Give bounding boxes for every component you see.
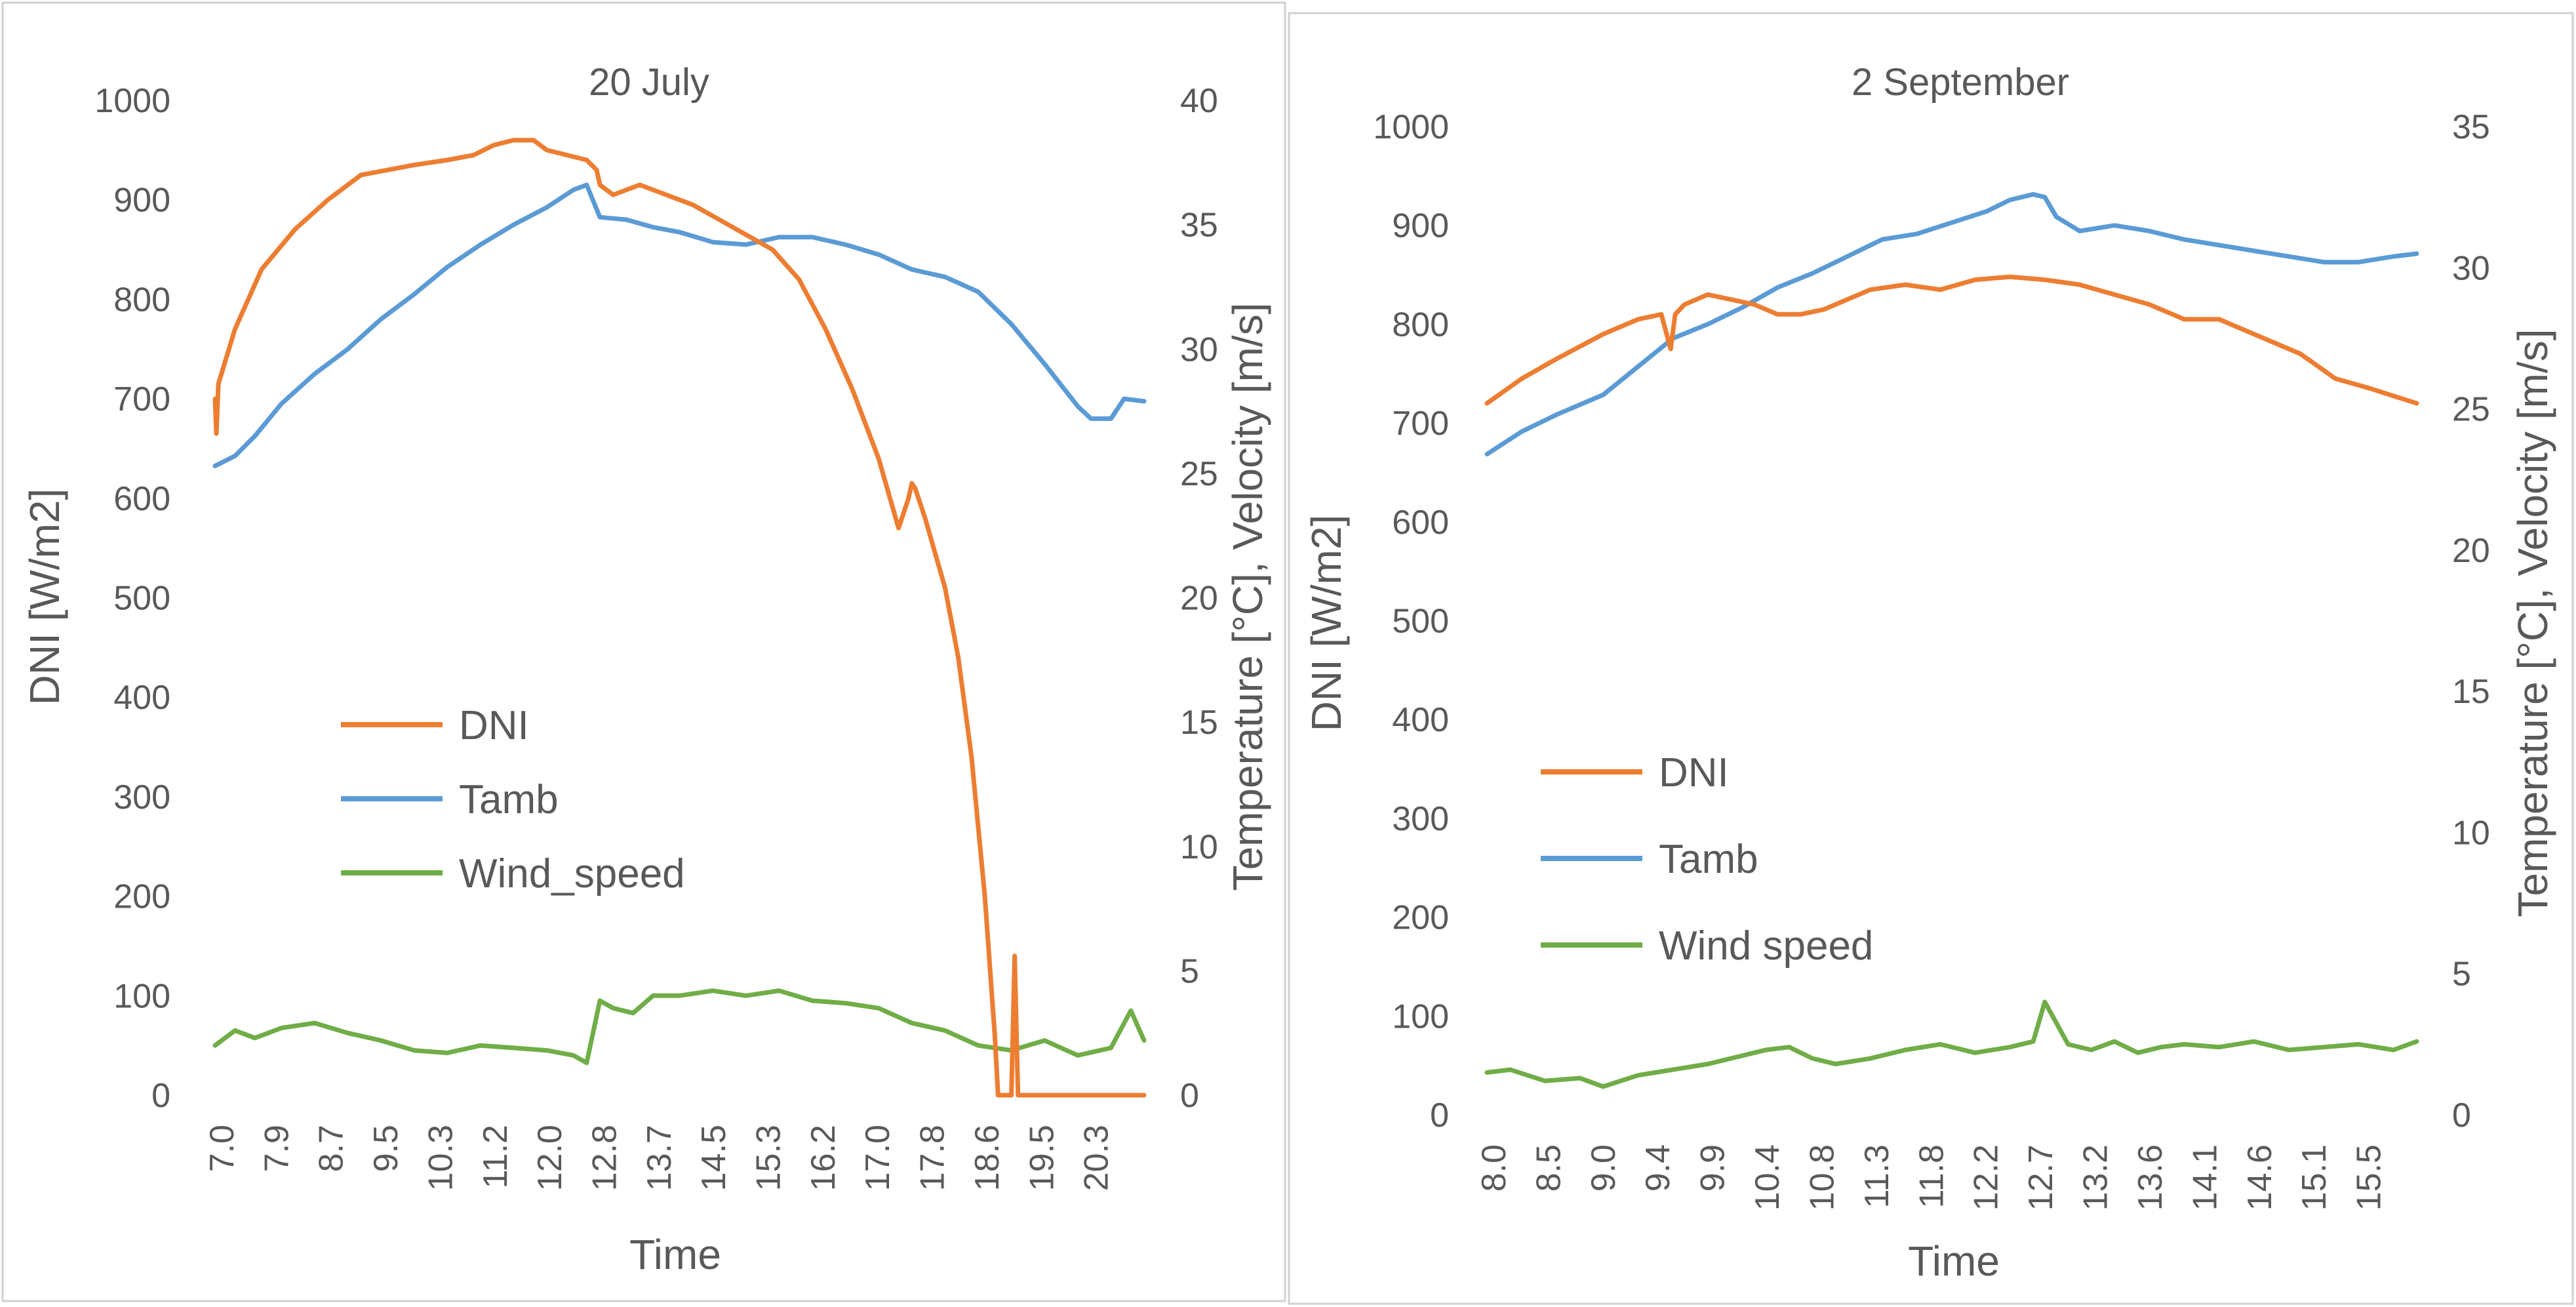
x-tick-label: 8.5 xyxy=(1530,1144,1568,1192)
y-left-tick-label: 400 xyxy=(1392,701,1449,739)
y-left-tick-label: 1000 xyxy=(1373,108,1449,146)
chart-title: 2 September xyxy=(1852,61,2069,104)
y-left-tick-label: 1000 xyxy=(94,82,170,120)
y-left-tick-label: 500 xyxy=(113,580,170,618)
legend-label-dni: DNI xyxy=(459,703,529,748)
y-left-tick-label: 100 xyxy=(1392,997,1449,1036)
x-tick-label: 8.0 xyxy=(1475,1144,1513,1192)
y-right-tick-label: 10 xyxy=(1180,828,1218,866)
y-right-tick-label: 35 xyxy=(1180,207,1218,245)
x-tick-label: 13.7 xyxy=(641,1125,679,1191)
y-left-tick-label: 900 xyxy=(113,182,170,220)
y-left-tick-label: 300 xyxy=(1392,800,1449,838)
y-left-tick-label: 800 xyxy=(1392,306,1449,344)
y-left-tick-label: 700 xyxy=(1392,405,1449,443)
y-right-tick-label: 20 xyxy=(1180,580,1218,618)
y-left-axis-title: DNI [W/m2] xyxy=(1303,515,1350,732)
series-line-dni xyxy=(1484,274,2419,406)
y-left-tick-label: 500 xyxy=(1392,603,1449,641)
panel-frame-right xyxy=(1288,12,2574,1305)
x-tick-label: 8.7 xyxy=(313,1125,351,1172)
x-tick-label: 7.0 xyxy=(203,1125,241,1172)
y-right-tick-label: 30 xyxy=(1180,331,1218,369)
x-tick-label: 10.4 xyxy=(1749,1144,1787,1211)
series-line-tamb xyxy=(212,182,1147,468)
series-line-dni xyxy=(212,138,1147,1098)
y-left-tick-label: 300 xyxy=(113,778,170,816)
x-tick-label: 11.2 xyxy=(477,1125,515,1188)
y-right-tick-label: 15 xyxy=(1180,704,1218,742)
y-right-tick-label: 35 xyxy=(2452,108,2490,146)
x-tick-label: 14.5 xyxy=(695,1125,733,1191)
x-tick-label: 16.2 xyxy=(804,1125,842,1191)
x-tick-label: 13.6 xyxy=(2131,1144,2170,1211)
x-tick-label: 19.5 xyxy=(1023,1125,1061,1191)
x-tick-label: 9.4 xyxy=(1639,1144,1677,1192)
x-axis-title: Time xyxy=(629,1231,721,1278)
legend-label-tamb: Tamb xyxy=(1659,837,1758,882)
y-left-tick-label: 200 xyxy=(1392,899,1449,937)
legend-label-wind-speed: Wind_speed xyxy=(459,851,685,896)
x-tick-label: 12.8 xyxy=(585,1125,624,1191)
y-right-tick-label: 0 xyxy=(2452,1096,2471,1135)
y-left-tick-label: 900 xyxy=(1392,207,1449,245)
x-tick-label: 18.6 xyxy=(968,1125,1006,1191)
legend-label-dni: DNI xyxy=(1659,750,1729,795)
y-left-tick-label: 600 xyxy=(1392,504,1449,542)
y-right-tick-label: 40 xyxy=(1180,82,1218,120)
x-tick-label: 15.3 xyxy=(750,1125,788,1191)
x-tick-label: 13.2 xyxy=(2077,1144,2115,1211)
x-tick-label: 17.8 xyxy=(914,1125,952,1191)
chart-panel-2-september: 2 September01002003004005006007008009001… xyxy=(1303,61,2556,1285)
legend-label-wind-speed: Wind speed xyxy=(1659,923,1873,969)
y-right-tick-label: 0 xyxy=(1180,1077,1199,1115)
x-tick-label: 11.3 xyxy=(1858,1144,1896,1208)
y-left-tick-label: 800 xyxy=(113,281,170,319)
x-tick-label: 7.9 xyxy=(258,1125,296,1172)
y-left-tick-label: 200 xyxy=(113,878,170,916)
x-tick-label: 9.5 xyxy=(367,1125,405,1172)
chart-title: 20 July xyxy=(589,61,709,104)
x-tick-label: 15.5 xyxy=(2350,1144,2388,1211)
y-right-axis-title: Temperature [°C], Velocity [m/s] xyxy=(2509,329,2556,917)
y-right-axis-title: Temperature [°C], Velocity [m/s] xyxy=(1224,303,1271,891)
x-axis-title: Time xyxy=(1908,1237,2000,1285)
y-right-tick-label: 5 xyxy=(1180,952,1199,990)
y-left-tick-label: 0 xyxy=(151,1077,170,1115)
y-right-tick-label: 5 xyxy=(2452,955,2471,994)
x-tick-label: 10.8 xyxy=(1803,1144,1841,1211)
x-tick-label: 20.3 xyxy=(1078,1125,1116,1191)
x-tick-label: 12.7 xyxy=(2022,1144,2060,1211)
y-right-tick-label: 30 xyxy=(2452,249,2490,287)
y-left-tick-label: 100 xyxy=(113,977,170,1015)
x-tick-label: 9.0 xyxy=(1585,1144,1623,1192)
x-tick-label: 11.8 xyxy=(1912,1144,1951,1208)
x-tick-label: 12.2 xyxy=(1968,1144,2006,1211)
x-tick-label: 14.6 xyxy=(2241,1144,2279,1211)
x-tick-label: 17.0 xyxy=(859,1125,897,1191)
y-left-tick-label: 400 xyxy=(113,679,170,717)
series-line-wind-speed xyxy=(1484,999,2419,1089)
y-left-axis-title: DNI [W/m2] xyxy=(21,489,68,706)
x-tick-label: 10.3 xyxy=(422,1125,460,1191)
x-tick-label: 14.1 xyxy=(2186,1144,2224,1211)
y-right-tick-label: 25 xyxy=(1180,455,1218,493)
legend-label-tamb: Tamb xyxy=(459,777,559,822)
panel-frame-left xyxy=(1,1,1286,1302)
y-right-tick-label: 10 xyxy=(2452,814,2490,852)
x-tick-label: 12.0 xyxy=(531,1125,569,1191)
y-right-tick-label: 15 xyxy=(2452,673,2490,711)
y-left-tick-label: 700 xyxy=(113,380,170,418)
y-left-tick-label: 0 xyxy=(1430,1096,1449,1135)
x-tick-label: 9.9 xyxy=(1694,1144,1732,1192)
chart-panel-20-july: 20 July 0 100 200 300 400 500 600 700 800 900 1000 0… xyxy=(21,61,1271,1278)
y-right-tick-label: 20 xyxy=(2452,532,2490,570)
y-right-tick-label: 25 xyxy=(2452,391,2490,429)
y-left-tick-label: 600 xyxy=(113,480,170,518)
x-tick-label: 15.1 xyxy=(2295,1144,2333,1211)
